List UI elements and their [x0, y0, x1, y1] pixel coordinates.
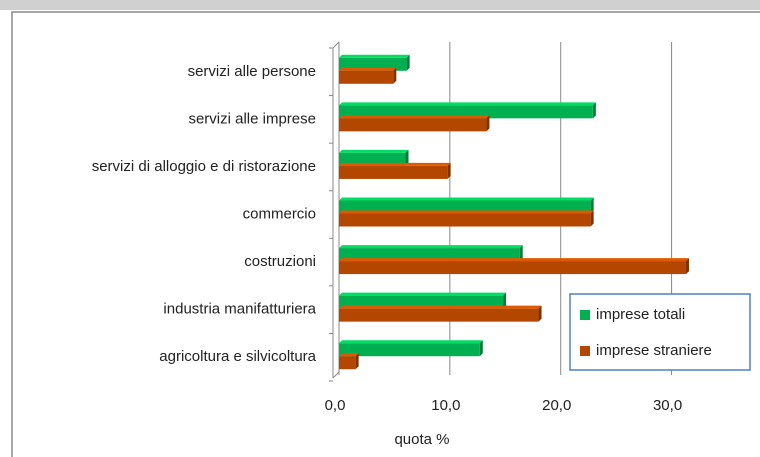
bar-end: [592, 102, 596, 119]
bar-end: [479, 340, 483, 357]
bar-top: [339, 115, 490, 119]
bar-end: [486, 115, 490, 132]
legend-label: imprese totali: [596, 306, 685, 323]
chart-border: [11, 11, 760, 457]
bar-end: [590, 210, 594, 227]
bar-end: [406, 54, 410, 71]
bar: [339, 295, 504, 309]
axis-corner: [332, 371, 340, 379]
bar: [339, 213, 591, 227]
bar-end: [590, 197, 594, 214]
x-axis-title: quota %: [394, 431, 449, 448]
y-tick-label: servizi alle imprese: [188, 110, 316, 127]
bar: [339, 343, 480, 357]
bar: [339, 105, 593, 119]
bar-top: [339, 67, 397, 71]
x-tick-label: 0,0: [325, 397, 346, 414]
legend-label: imprese straniere: [596, 342, 712, 359]
bar: [339, 308, 539, 322]
bar-end: [355, 353, 359, 370]
bar-top: [339, 353, 359, 357]
bar-top: [339, 149, 409, 153]
y-tick-label: costruzioni: [244, 253, 316, 270]
y-tick-label: servizi di alloggio e di ristorazione: [92, 158, 316, 175]
axis-corner: [332, 41, 340, 49]
y-tick-label: servizi alle persone: [188, 63, 316, 80]
x-tick-label: 10,0: [431, 397, 460, 414]
bar: [339, 118, 487, 132]
bar-top: [339, 258, 689, 262]
bar-top: [339, 340, 483, 344]
bar-end: [538, 305, 542, 322]
bar-top: [339, 197, 594, 201]
bar-top: [339, 54, 410, 58]
bar-top: [339, 292, 507, 296]
y-tick-label: agricoltura e silvicoltura: [159, 348, 316, 365]
top-bar: [0, 0, 760, 10]
bar: [339, 152, 406, 166]
bar-top: [339, 162, 451, 166]
bar-end: [447, 162, 451, 179]
x-tick-label: 20,0: [542, 397, 571, 414]
bar-end: [405, 149, 409, 166]
bar: [339, 248, 520, 262]
bar-top: [339, 245, 523, 249]
bar: [339, 356, 356, 370]
y-tick-label: commercio: [243, 205, 316, 222]
x-tick-label: 30,0: [653, 397, 682, 414]
bar-end: [685, 258, 689, 275]
legend-swatch: [580, 310, 590, 320]
bar: [339, 165, 448, 179]
bar: [339, 261, 686, 275]
y-tick-label: industria manifatturiera: [163, 301, 316, 318]
bar-end: [393, 67, 397, 84]
bar: [339, 57, 407, 71]
bar: [339, 200, 591, 214]
bar: [339, 70, 394, 84]
bar-top: [339, 102, 596, 106]
bar-top: [339, 210, 594, 214]
legend-swatch: [580, 346, 590, 356]
legend-box: [569, 293, 751, 371]
bar-end: [503, 292, 507, 309]
bar-top: [339, 305, 542, 309]
bar-end: [519, 245, 523, 262]
